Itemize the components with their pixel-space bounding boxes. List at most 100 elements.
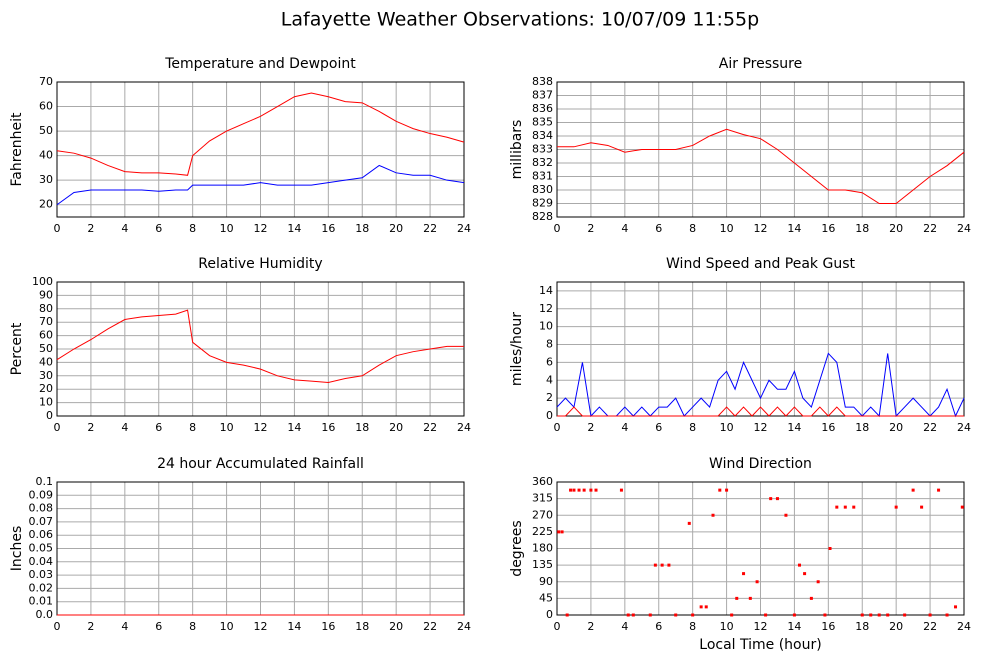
x-tick-label: 12: [754, 620, 768, 633]
y-tick-label: 836: [532, 102, 553, 115]
data-line: [56, 164, 465, 206]
x-tick-label: 0: [54, 222, 61, 235]
x-tick-label: 4: [621, 620, 628, 633]
data-point: [911, 488, 915, 492]
y-tick-label: 0: [46, 409, 53, 422]
x-tick-label: 18: [855, 421, 869, 434]
x-tick-label: 22: [923, 222, 937, 235]
y-tick-label: 830: [532, 183, 553, 196]
plot-frame: [56, 281, 465, 417]
y-tick-label: 831: [532, 170, 553, 183]
data-point: [742, 572, 746, 576]
y-tick-label: 832: [532, 156, 553, 169]
x-tick-label: 24: [957, 421, 971, 434]
data-point: [557, 530, 561, 534]
data-point: [945, 613, 949, 617]
x-tick-label: 24: [457, 620, 471, 633]
y-tick-label: 0.04: [29, 555, 54, 568]
y-tick-label: 135: [532, 558, 553, 571]
x-tick-label: 6: [155, 620, 162, 633]
y-tick-label: 0.08: [29, 502, 54, 515]
data-point: [648, 613, 652, 617]
data-point: [920, 505, 924, 509]
data-point: [704, 605, 708, 609]
y-tick-label: 838: [532, 75, 553, 88]
data-point: [565, 613, 569, 617]
data-point: [852, 505, 856, 509]
y-tick-label: 0.06: [29, 528, 54, 541]
x-tick-label: 2: [587, 421, 594, 434]
data-point: [660, 563, 664, 567]
x-axis-label: Local Time (hour): [699, 637, 821, 653]
y-tick-label: 225: [532, 525, 553, 538]
x-tick-label: 8: [689, 620, 696, 633]
x-tick-label: 8: [189, 421, 196, 434]
data-line: [56, 309, 464, 384]
y-tick-label: 80: [39, 302, 53, 315]
y-tick-label: 14: [539, 284, 553, 297]
data-point: [582, 488, 586, 492]
x-tick-label: 24: [457, 421, 471, 434]
data-point: [718, 488, 722, 492]
data-point: [631, 613, 635, 617]
data-point: [748, 596, 752, 600]
data-point: [725, 488, 729, 492]
x-tick-label: 20: [889, 222, 903, 235]
plot-frame: [56, 81, 465, 218]
x-tick-label: 6: [655, 222, 662, 235]
x-tick-label: 16: [321, 620, 335, 633]
data-line: [56, 92, 465, 176]
data-line: [557, 406, 964, 417]
y-tick-label: 0.0: [36, 608, 54, 621]
x-tick-label: 12: [254, 222, 268, 235]
x-tick-label: 4: [121, 421, 128, 434]
x-tick-label: 4: [121, 620, 128, 633]
data-point: [860, 613, 864, 617]
y-tick-label: 834: [532, 129, 553, 142]
y-tick-label: 270: [532, 508, 553, 521]
x-tick-label: 14: [287, 222, 301, 235]
y-tick-label: 90: [39, 288, 53, 301]
plot-frame: [556, 81, 965, 218]
y-tick-label: 50: [39, 124, 53, 137]
y-tick-label: 0.07: [29, 515, 54, 528]
data-point: [954, 605, 958, 609]
x-tick-label: 4: [121, 222, 128, 235]
data-point: [823, 613, 827, 617]
x-tick-label: 14: [787, 222, 801, 235]
x-tick-label: 12: [254, 421, 268, 434]
data-point: [960, 505, 964, 509]
data-point: [843, 505, 847, 509]
x-tick-label: 10: [720, 222, 734, 235]
x-tick-label: 0: [554, 421, 561, 434]
y-tick-label: 0.09: [29, 488, 54, 501]
data-point: [937, 488, 941, 492]
y-tick-label: 0: [546, 608, 553, 621]
y-tick-label: 0: [546, 409, 553, 422]
y-tick-label: 40: [39, 355, 53, 368]
y-axis-label: Percent: [9, 322, 25, 375]
data-point: [687, 521, 691, 525]
data-point: [730, 613, 734, 617]
data-point: [699, 605, 703, 609]
plot-frame: [556, 481, 965, 616]
x-tick-label: 0: [54, 421, 61, 434]
x-tick-label: 22: [423, 421, 437, 434]
data-point: [775, 497, 779, 501]
y-tick-label: 0.1: [36, 475, 54, 488]
x-tick-label: 14: [787, 620, 801, 633]
x-tick-label: 20: [889, 620, 903, 633]
y-tick-label: 60: [39, 329, 53, 342]
x-tick-label: 10: [720, 421, 734, 434]
x-tick-label: 6: [155, 222, 162, 235]
y-tick-label: 20: [39, 198, 53, 211]
x-tick-label: 18: [855, 620, 869, 633]
data-point: [619, 488, 623, 492]
x-tick-label: 20: [889, 421, 903, 434]
y-tick-label: 90: [539, 575, 553, 588]
x-tick-label: 22: [423, 222, 437, 235]
x-tick-label: 10: [720, 620, 734, 633]
data-point: [869, 613, 873, 617]
x-tick-label: 0: [54, 620, 61, 633]
y-tick-label: 30: [39, 173, 53, 186]
